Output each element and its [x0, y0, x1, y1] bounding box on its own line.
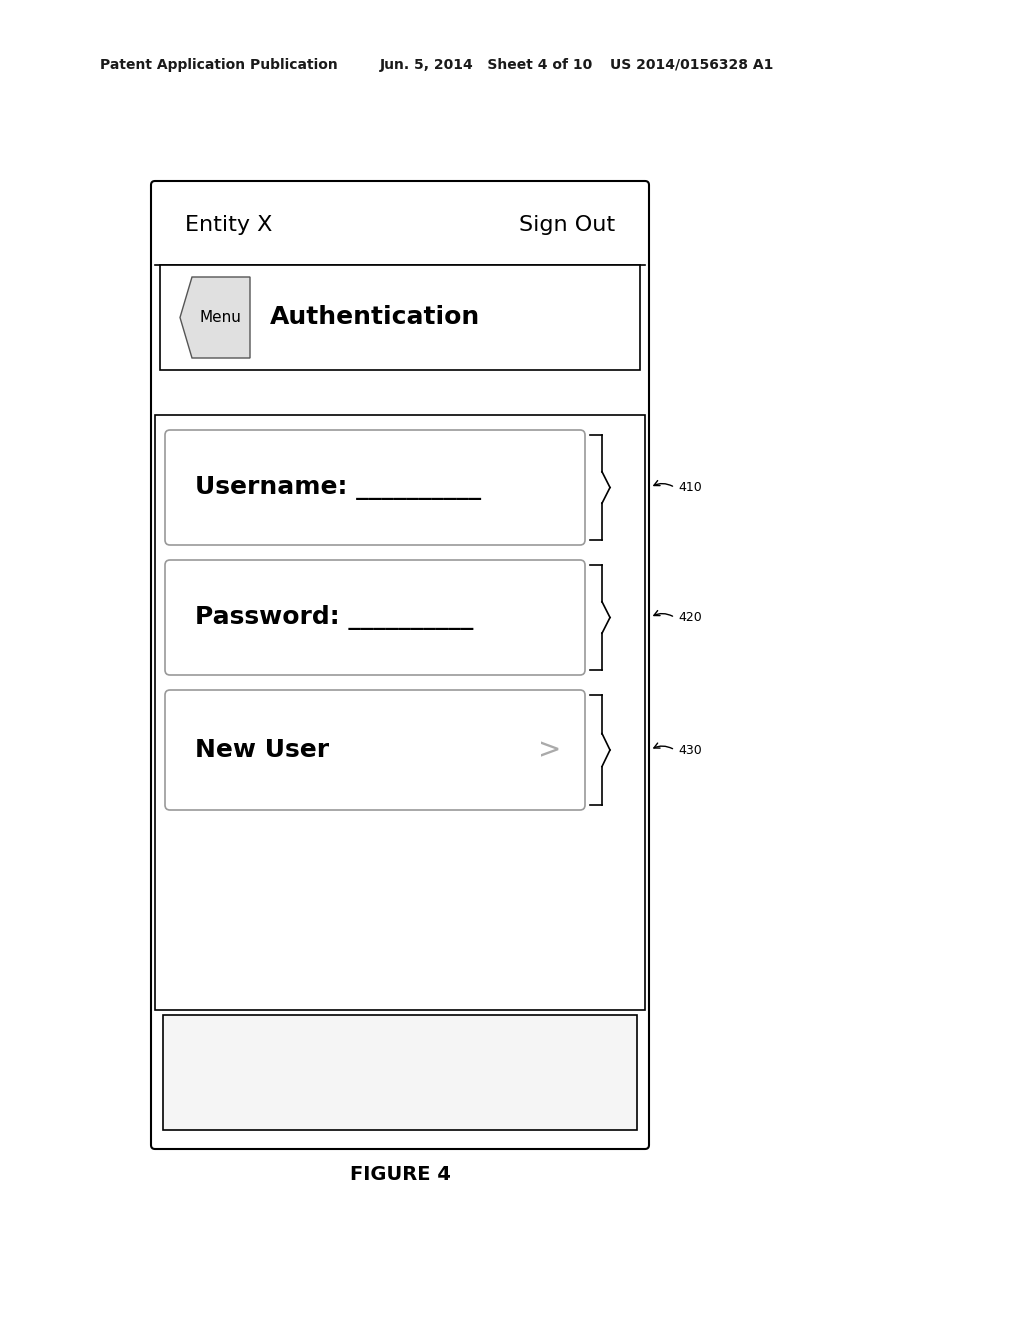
FancyBboxPatch shape	[151, 181, 649, 1148]
Text: Sign Out: Sign Out	[519, 215, 615, 235]
FancyBboxPatch shape	[165, 690, 585, 810]
FancyBboxPatch shape	[165, 560, 585, 675]
Polygon shape	[180, 277, 250, 358]
FancyBboxPatch shape	[163, 1015, 637, 1130]
FancyBboxPatch shape	[165, 430, 585, 545]
Text: 430: 430	[678, 743, 701, 756]
Text: Jun. 5, 2014   Sheet 4 of 10: Jun. 5, 2014 Sheet 4 of 10	[380, 58, 593, 73]
Text: New User: New User	[195, 738, 329, 762]
Text: Patent Application Publication: Patent Application Publication	[100, 58, 338, 73]
Text: 420: 420	[678, 611, 701, 624]
Text: FIGURE 4: FIGURE 4	[349, 1166, 451, 1184]
Text: 410: 410	[678, 480, 701, 494]
Text: US 2014/0156328 A1: US 2014/0156328 A1	[610, 58, 773, 73]
Text: Password: __________: Password: __________	[195, 605, 473, 630]
Text: >: >	[539, 737, 562, 764]
Text: Entity X: Entity X	[185, 215, 272, 235]
Text: Menu: Menu	[199, 310, 241, 325]
Text: Username: __________: Username: __________	[195, 475, 481, 499]
FancyBboxPatch shape	[155, 414, 645, 1010]
FancyBboxPatch shape	[160, 265, 640, 370]
Text: Authentication: Authentication	[270, 305, 480, 330]
